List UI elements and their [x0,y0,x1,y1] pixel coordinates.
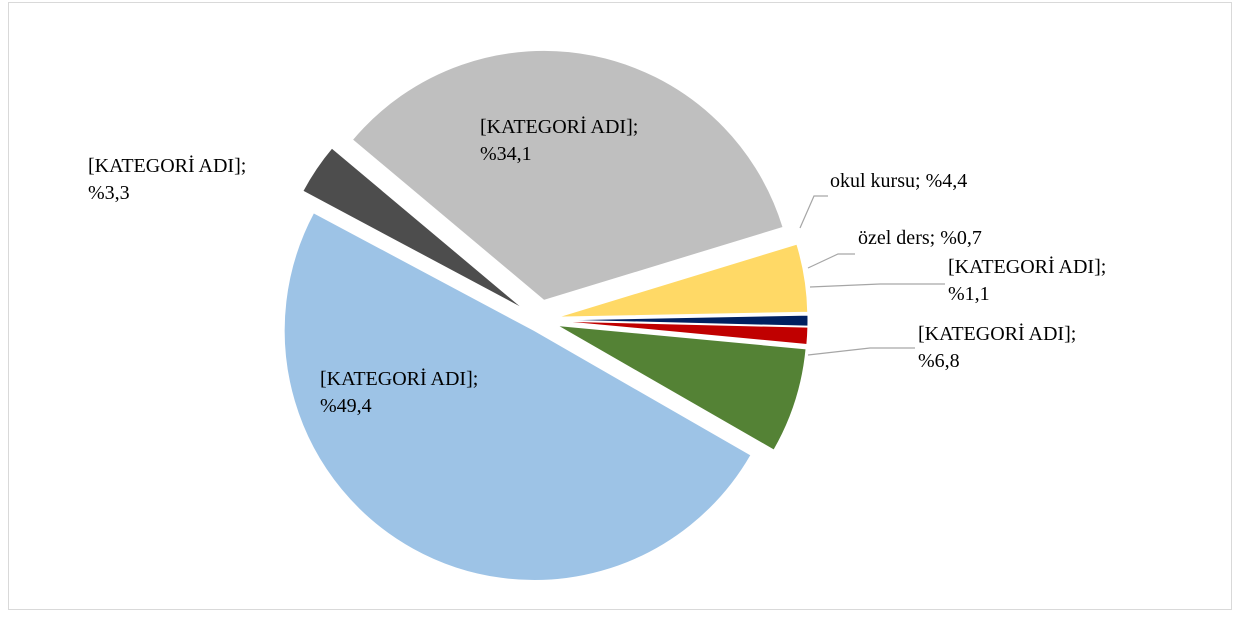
data-label: [KATEGORİ ADI]; %49,4 [320,367,483,417]
leader-line [809,283,945,288]
data-label: [KATEGORİ ADI]; %1,1 [948,255,1111,305]
pie-slice [302,147,524,310]
pie-slice [557,243,809,318]
pie-slice [283,212,752,581]
label-separator: ; [633,116,644,138]
category-name: [KATEGORİ ADI] [918,322,1071,345]
label-separator: ; [241,155,252,177]
label-separator: ; [1071,323,1082,345]
category-name: [KATEGORİ ADI] [88,154,241,177]
value-label: %34,1 [480,143,532,165]
data-label: özel ders; %0,7 [858,227,982,249]
value-label: %0,7 [940,227,982,249]
value-label: %6,8 [918,350,960,372]
category-name: okul kursu [830,170,915,192]
label-separator: ; [473,368,484,390]
data-label: [KATEGORİ ADI]; %34,1 [480,115,643,165]
category-name: [KATEGORİ ADI] [948,255,1101,278]
category-name: [KATEGORİ ADI] [480,115,633,138]
label-separator: ; [930,227,941,249]
value-label: %49,4 [320,395,372,417]
data-label: [KATEGORİ ADI]; %3,3 [88,154,251,204]
data-label: okul kursu; %4,4 [830,170,967,192]
value-label: %4,4 [926,170,968,192]
label-separator: ; [915,170,926,192]
pie-slice [351,49,784,301]
label-separator: ; [1101,256,1112,278]
pie-slice [557,320,809,346]
data-label: [KATEGORİ ADI]; %6,8 [918,322,1081,372]
leader-line [807,347,915,356]
leader-line [807,253,855,269]
pie-slice [556,324,807,451]
category-name: [KATEGORİ ADI] [320,367,473,390]
category-name: özel ders [858,227,930,249]
leader-line [799,195,828,229]
value-label: %1,1 [948,283,990,305]
pie-slice [557,314,809,327]
value-label: %3,3 [88,182,130,204]
